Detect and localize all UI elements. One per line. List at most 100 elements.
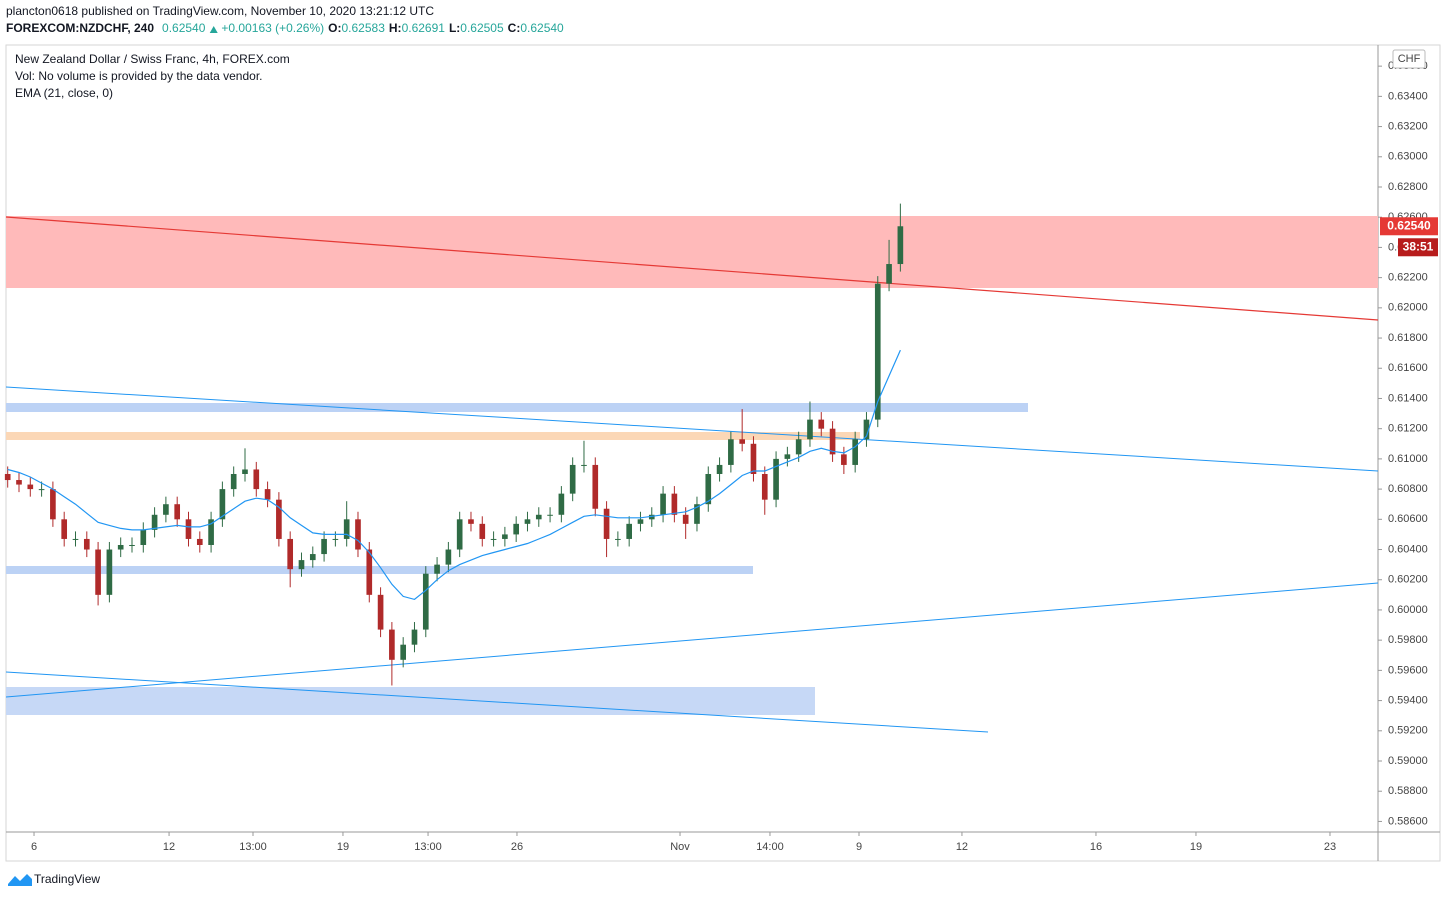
x-tick-label: 26 <box>511 841 523 853</box>
candle-body <box>264 489 271 500</box>
ohlc-value: 0.62505 <box>460 21 504 35</box>
candle-body <box>185 519 192 539</box>
legend-title: New Zealand Dollar / Swiss Franc, 4h, FO… <box>15 52 290 66</box>
y-tick-label: 0.61200 <box>1388 423 1428 435</box>
candle-body <box>468 519 474 524</box>
candle-body <box>106 549 113 595</box>
candle-body <box>411 629 418 645</box>
candle-body <box>38 489 45 491</box>
candle-body <box>513 523 520 535</box>
candle-body <box>750 443 757 474</box>
symbol: FOREXCOM:NZDCHF, 240 <box>6 21 154 35</box>
candle-body <box>61 519 68 539</box>
trendline <box>5 216 1379 321</box>
legend-volume: Vol: No volume is provided by the data v… <box>15 69 262 83</box>
candle-body <box>129 544 135 546</box>
x-tick-label: 9 <box>856 841 862 853</box>
candle-body <box>863 419 870 440</box>
y-tick-label: 0.63000 <box>1388 151 1428 163</box>
candle-body <box>456 519 463 550</box>
candle-body <box>648 514 655 520</box>
candle-body <box>151 514 158 530</box>
countdown-tag <box>1398 238 1438 257</box>
y-tick-label: 0.59200 <box>1388 725 1428 737</box>
y-tick-label: 0.63400 <box>1388 90 1428 102</box>
y-tick-label: 0.58800 <box>1388 785 1428 797</box>
resistance-zone <box>6 216 1378 288</box>
candle-body <box>287 538 294 570</box>
candle-body <box>886 264 892 284</box>
candle-body <box>434 564 440 574</box>
ohlc-key: L: <box>449 21 460 35</box>
x-tick-label: 19 <box>1190 841 1202 853</box>
candle-body <box>841 454 847 465</box>
candle-body <box>140 529 147 545</box>
candle-body <box>716 464 723 474</box>
x-tick-label: 12 <box>956 841 968 853</box>
countdown: 38:51 <box>1403 239 1434 253</box>
candle-body <box>377 594 384 630</box>
candle-body <box>660 493 666 515</box>
logo <box>8 874 32 886</box>
y-tick-label: 0.61600 <box>1388 362 1428 374</box>
author-line: plancton0618 published on TradingView.co… <box>6 4 434 18</box>
trendline <box>5 671 989 733</box>
x-tick-label: 16 <box>1090 841 1102 853</box>
zone <box>6 432 860 440</box>
candle-body <box>366 549 373 595</box>
candle-body <box>400 644 407 660</box>
y-tick-label: 0.62000 <box>1388 302 1428 314</box>
candle-body <box>83 538 90 550</box>
candle-body <box>615 538 621 540</box>
y-tick-label: 0.58600 <box>1388 815 1428 827</box>
candle-body <box>874 283 881 420</box>
candle-body <box>705 473 712 505</box>
candle-body <box>784 454 791 459</box>
y-tick-label: 0.60000 <box>1388 604 1428 616</box>
currency: CHF <box>1398 53 1421 65</box>
x-tick-label: Nov <box>670 841 690 853</box>
y-tick-label: 0.59800 <box>1388 634 1428 646</box>
x-tick-label: 6 <box>31 841 37 853</box>
ema-line <box>7 349 901 601</box>
candle-body <box>795 439 802 455</box>
ohlc-value: 0.62583 <box>342 21 386 35</box>
y-tick-label: 0.59400 <box>1388 694 1428 706</box>
candle-body <box>581 464 587 466</box>
candle-body <box>4 473 11 481</box>
ohlc-key: O: <box>328 21 341 35</box>
candle-body <box>242 469 248 474</box>
y-tick-label: 0.60800 <box>1388 483 1428 495</box>
drawings <box>5 216 1379 733</box>
candle-body <box>196 538 203 545</box>
candle-body <box>219 489 226 520</box>
candle-body <box>739 439 745 444</box>
legend-ema: EMA (21, close, 0) <box>15 86 113 100</box>
candle-body <box>208 519 214 545</box>
candle-body <box>829 428 836 455</box>
candle-body <box>298 560 305 570</box>
price-axis: 0.58600 0.58800 0.59000 0.59200 0.59400 0.596… <box>31 60 1438 853</box>
candle-body <box>422 573 429 630</box>
candle-body <box>389 629 395 660</box>
last-price-tag <box>1380 217 1438 236</box>
candle-body <box>682 514 689 524</box>
symbol-line: FOREXCOM:NZDCHF, 240 0.62540 +0.00163 (+0.… <box>6 21 564 35</box>
y-tick-label: 0.61000 <box>1388 453 1428 465</box>
candle-body <box>16 480 22 485</box>
candle-body <box>163 504 169 515</box>
plot <box>4 203 904 686</box>
candle-body <box>230 473 237 490</box>
candle-body <box>174 504 181 520</box>
candle-body <box>592 464 599 509</box>
y-tick-label: 0.60200 <box>1388 574 1428 586</box>
x-tick-label: 13:00 <box>414 841 442 853</box>
candle-body <box>343 519 350 539</box>
candle-body <box>569 464 576 494</box>
candle-body <box>694 504 700 524</box>
price: 0.62540 <box>162 21 206 35</box>
candle-body <box>773 458 779 500</box>
candle-body <box>603 508 610 539</box>
chart-frame <box>5 44 1441 862</box>
